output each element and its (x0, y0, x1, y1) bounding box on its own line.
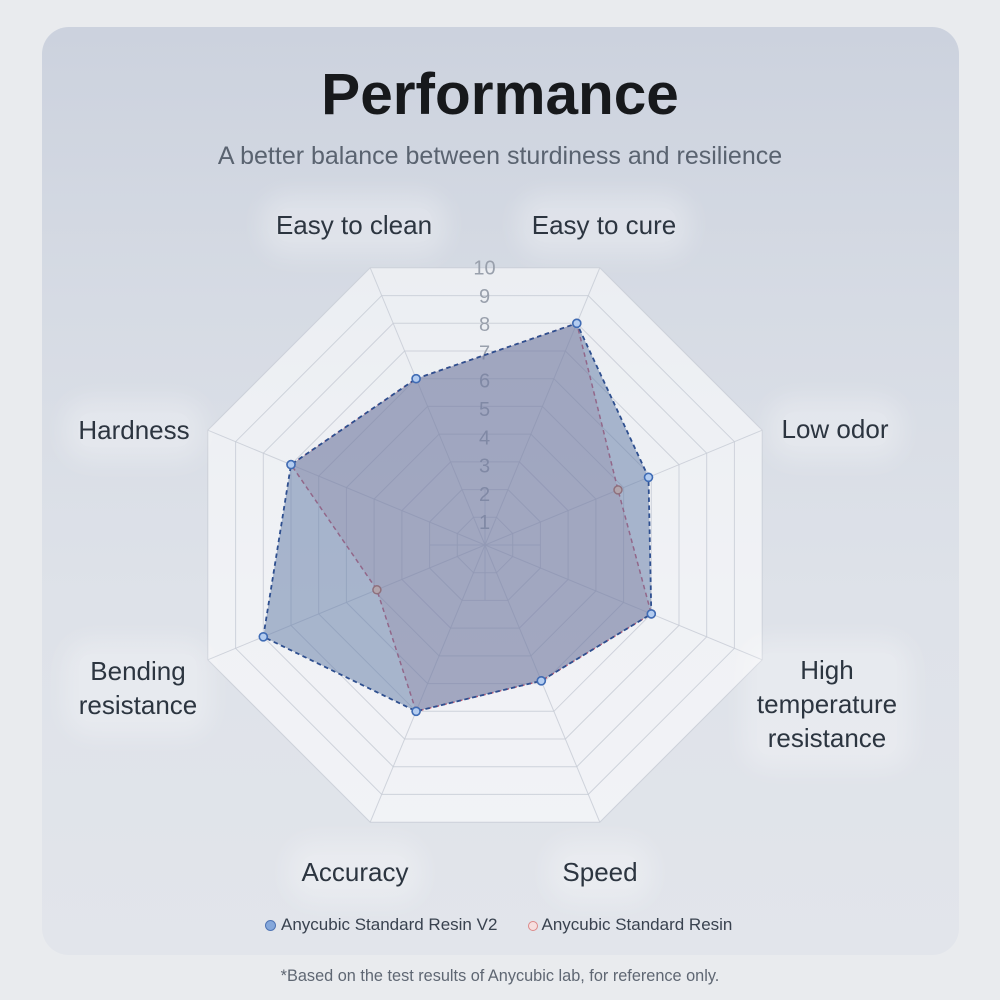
svg-text:9: 9 (479, 286, 490, 308)
svg-text:8: 8 (479, 314, 490, 336)
svg-text:7: 7 (479, 343, 490, 365)
svg-text:10: 10 (473, 258, 495, 280)
